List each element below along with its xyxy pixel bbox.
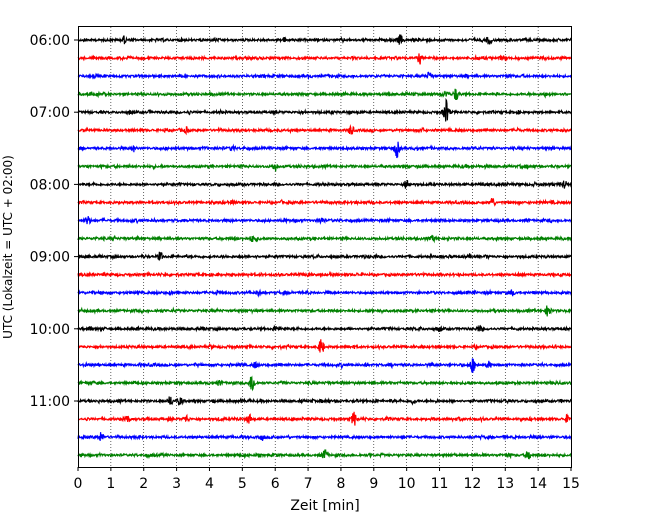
y-tick-label: 09:00 (30, 250, 70, 266)
seismic-trace (77, 34, 572, 45)
x-tick-label: 0 (74, 476, 83, 492)
seismic-trace (77, 305, 572, 317)
x-tick-label: 15 (562, 476, 580, 492)
seismic-trace (77, 216, 572, 225)
x-tick-label: 7 (304, 476, 313, 492)
seismic-trace (77, 375, 572, 392)
x-tick-label: 13 (496, 476, 514, 492)
seismic-trace (77, 396, 572, 406)
seismic-trace (77, 251, 572, 262)
x-axis-ticks: 0 1 2 3 4 5 6 7 8 9 10 11 12 13 14 15 (74, 467, 580, 492)
y-tick-label: 07:00 (30, 105, 70, 121)
x-tick-label: 8 (336, 476, 345, 492)
seismic-trace (77, 234, 572, 244)
seismic-trace (77, 88, 572, 100)
seismic-trace (77, 288, 572, 298)
seismic-trace (77, 339, 572, 353)
x-tick-label: 9 (369, 476, 378, 492)
seismic-trace (77, 53, 572, 65)
x-tick-label: 10 (398, 476, 416, 492)
vertical-gridlines (110, 27, 539, 467)
plot-frame (78, 26, 572, 468)
seismic-trace (77, 432, 572, 442)
x-tick-label: 6 (271, 476, 280, 492)
y-axis-label: UTC (Lokalzeit = UTC + 02:00) (1, 155, 15, 339)
seismic-trace (77, 141, 572, 159)
x-tick-label: 14 (529, 476, 547, 492)
y-tick-label: 11:00 (30, 394, 70, 410)
x-axis-label: Zeit [min] (290, 498, 359, 514)
seismic-trace (77, 124, 572, 136)
seismic-trace (77, 197, 572, 207)
seismic-trace (77, 270, 572, 279)
seismic-trace (77, 97, 572, 122)
seismic-traces (77, 34, 572, 460)
seismic-trace (77, 449, 572, 460)
seismic-trace (77, 411, 572, 426)
seismic-trace (77, 180, 572, 189)
seismic-trace (77, 162, 572, 172)
y-axis-ticks: 06:00 07:00 08:00 09:00 10:00 11:00 (30, 33, 78, 410)
seismic-trace (77, 324, 572, 333)
x-tick-label: 5 (238, 476, 247, 492)
y-tick-label: 10:00 (30, 322, 70, 338)
x-tick-label: 11 (431, 476, 449, 492)
x-tick-label: 2 (139, 476, 148, 492)
x-tick-label: 1 (106, 476, 115, 492)
y-tick-label: 08:00 (30, 177, 70, 193)
seismic-trace (77, 358, 572, 373)
seismic-trace (77, 71, 572, 81)
x-tick-label: 3 (172, 476, 181, 492)
x-tick-label: 12 (463, 476, 481, 492)
x-tick-label: 4 (205, 476, 214, 492)
y-tick-label: 06:00 (30, 33, 70, 49)
